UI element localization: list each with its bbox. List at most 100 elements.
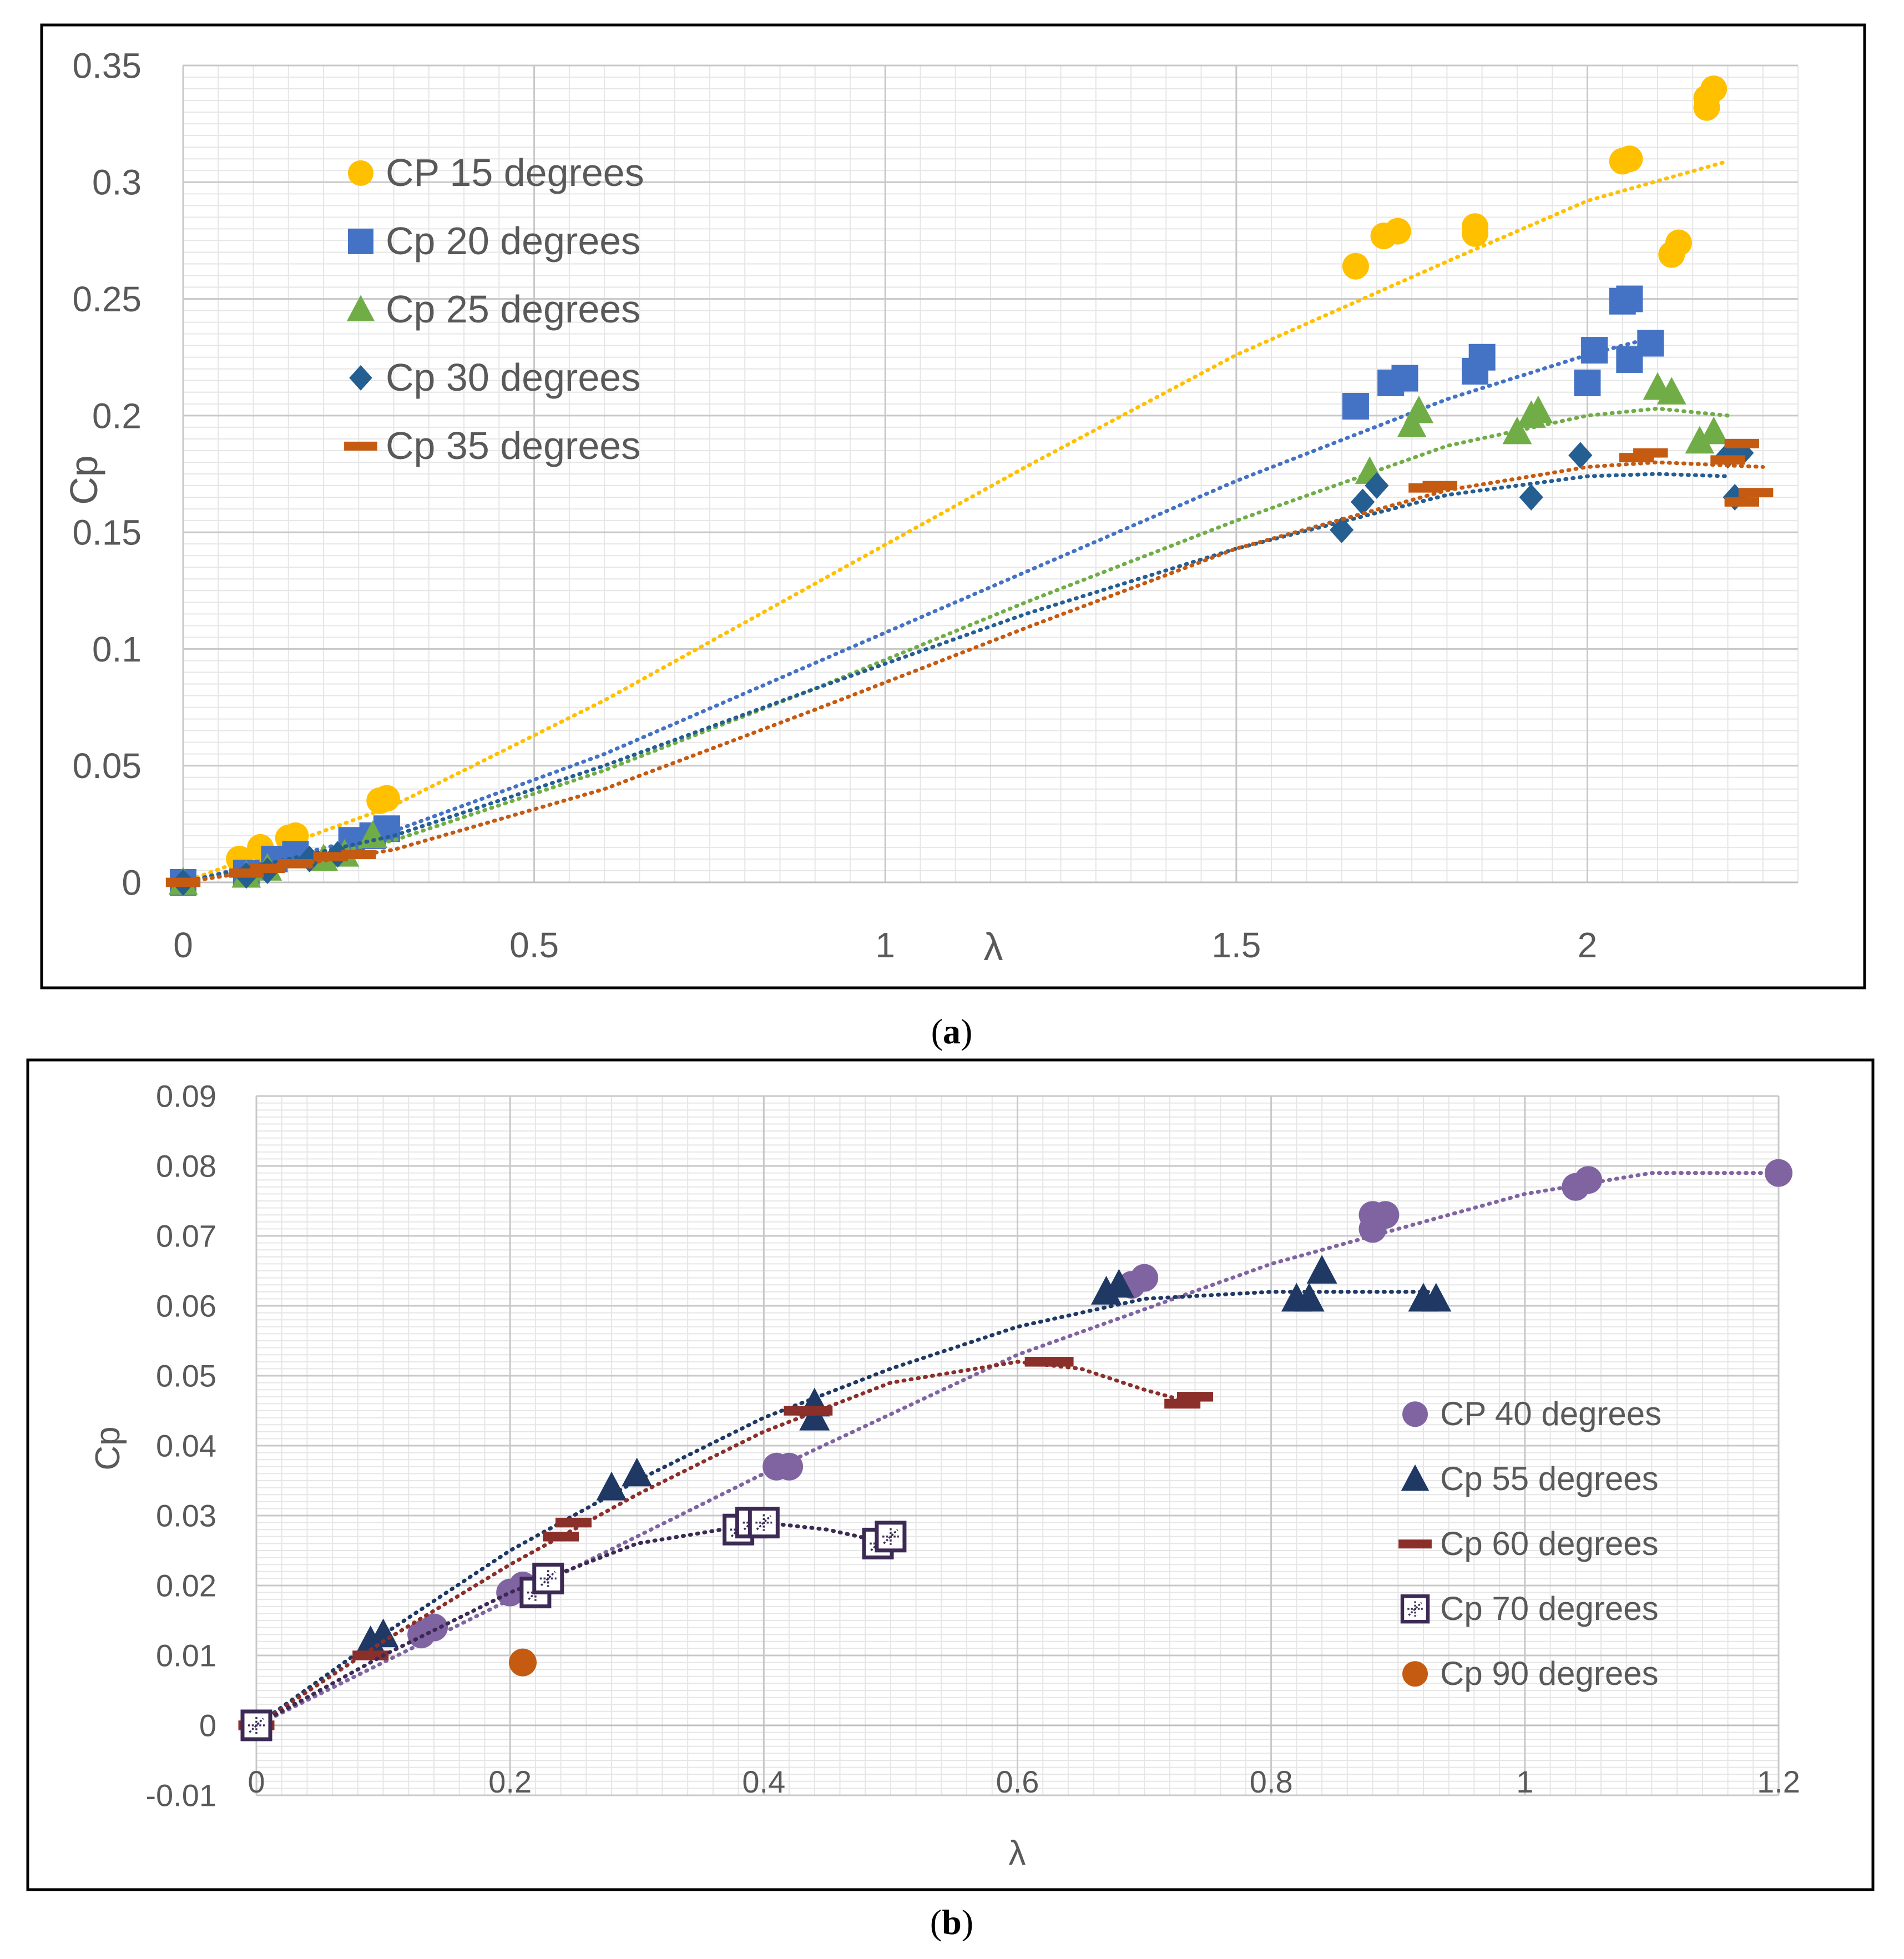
trendline-cp-70-degrees (254, 1521, 893, 1728)
y-tick-label: 0.09 (156, 1079, 216, 1114)
x-axis-title-b: λ (1009, 1834, 1026, 1872)
data-point (509, 1648, 537, 1677)
panel-b: 0 0.2 0.4 0.6 0.8 1 1.2 -0.01 0 0.01 0.02 0.03 0.04 0… (26, 1058, 1875, 1942)
data-point (1404, 395, 1434, 423)
data-point (1130, 1264, 1159, 1292)
y-tick-label: 0.03 (156, 1498, 216, 1533)
trendline-cp-35-degrees (181, 460, 1765, 885)
data-point (1665, 229, 1692, 256)
trendline-cp-30-degrees (181, 472, 1730, 885)
data-point (1037, 1357, 1074, 1367)
data-point (373, 785, 400, 812)
y-tick-label: 0 (199, 1708, 216, 1743)
data-point (1616, 145, 1643, 173)
legend-marker (346, 295, 375, 322)
data-point (341, 850, 376, 859)
x-tick-label: 2 (1578, 925, 1598, 965)
y-tick-label: 0.3 (92, 163, 142, 203)
data-point (165, 877, 201, 887)
data-point (250, 864, 285, 874)
data-point (1616, 285, 1643, 312)
legend-label: Cp 60 degrees (1440, 1525, 1659, 1562)
x-tick-label: 0.8 (1250, 1764, 1293, 1799)
plot-area-a: 0 0.5 1 1.5 2 0 0.05 0.1 0.15 0.2 0.25 0.3 0.35 (72, 46, 1799, 965)
legend-item-cp-25-degrees: Cp 25 degrees (346, 287, 640, 331)
y-tick-label: 0.06 (156, 1289, 216, 1324)
data-point (596, 1471, 627, 1501)
series-cp-70-degrees (240, 1507, 907, 1741)
data-point (796, 1406, 833, 1416)
legend-label: CP 40 degrees (1440, 1395, 1661, 1432)
legend-item-cp-70-degrees: Cp 70 degrees (1400, 1590, 1659, 1627)
data-point (1306, 1255, 1337, 1284)
y-tick-label: 0.02 (156, 1568, 216, 1603)
legend-item-cp-15-degrees: CP 15 degrees (348, 151, 644, 194)
panel-b-frame (26, 1058, 1875, 1891)
data-point (1710, 455, 1745, 465)
data-point (1523, 395, 1553, 423)
data-point (1103, 1269, 1134, 1298)
x-tick-label: 1.5 (1211, 925, 1261, 965)
y-axis-title-a: Cp (62, 455, 105, 504)
x-tick-label: 1.2 (1757, 1764, 1800, 1799)
data-point (1502, 416, 1532, 445)
y-tick-label: 0.35 (72, 46, 142, 85)
trendline-cp-15-degrees (181, 159, 1730, 885)
caption-b-label: b (942, 1902, 962, 1942)
data-point (532, 1562, 564, 1594)
data-point (775, 1452, 804, 1481)
data-point (352, 1650, 389, 1660)
data-point (1519, 484, 1543, 511)
data-point (1177, 1392, 1214, 1402)
data-point (1656, 377, 1686, 405)
trendline-cp-25-degrees (181, 406, 1730, 885)
data-point (313, 852, 348, 862)
data-point (240, 1709, 272, 1741)
x-tick-label: 0.4 (742, 1764, 785, 1799)
data-point (1568, 442, 1593, 469)
y-tick-label: 0.15 (72, 513, 142, 553)
legend-marker (1401, 1464, 1430, 1491)
y-tick-label: -0.01 (145, 1778, 216, 1813)
data-point (1462, 213, 1488, 240)
y-tick-label: 0 (122, 862, 142, 902)
legend-a: CP 15 degrees Cp 20 degrees Cp 25 degrees C… (344, 151, 644, 467)
data-point (1397, 410, 1427, 437)
data-point (420, 1613, 448, 1642)
data-point (1574, 1166, 1603, 1194)
series-cp-35-degrees (165, 438, 1774, 887)
data-point (1765, 1159, 1792, 1187)
plot-area-b: 0 0.2 0.4 0.6 0.8 1 1.2 -0.01 0 0.01 0.02 0.03 0.04 0… (145, 1079, 1800, 1813)
x-tick-label: 0.2 (488, 1764, 532, 1799)
x-tick-label: 0 (173, 925, 193, 965)
legend-marker (1400, 1594, 1430, 1624)
legend-item-cp-35-degrees: Cp 35 degrees (344, 424, 640, 467)
series-cp-90-degrees (509, 1648, 537, 1677)
y-tick-label: 0.04 (156, 1428, 216, 1463)
data-point (1699, 416, 1729, 445)
data-point (1421, 1283, 1452, 1312)
data-point (1342, 253, 1369, 280)
legend-item-cp-20-degrees: Cp 20 degrees (348, 219, 640, 262)
data-point (875, 1521, 907, 1553)
legend-marker (1402, 1401, 1428, 1427)
panel-a: 0 0.5 1 1.5 2 0 0.05 0.1 0.15 0.2 0.25 0.3 0.35 Cp λ… (40, 23, 1866, 1051)
legend-label: Cp 70 degrees (1440, 1590, 1659, 1627)
legend-marker (1402, 1661, 1428, 1687)
legend-marker (344, 441, 377, 451)
data-point (1700, 75, 1728, 103)
series-cp-55-degrees (241, 1255, 1452, 1738)
data-point (1637, 330, 1664, 357)
data-point (1685, 426, 1715, 454)
trendline-cp-20-degrees (181, 334, 1660, 885)
data-point (1294, 1283, 1325, 1312)
y-tick-label: 0.1 (92, 629, 142, 669)
y-tick-label: 0.01 (156, 1638, 216, 1673)
legend-label: Cp 35 degrees (386, 424, 640, 467)
legend-item-cp-90-degrees: Cp 90 degrees (1402, 1655, 1659, 1692)
data-point (1633, 448, 1668, 458)
x-tick-label: 1 (875, 925, 895, 965)
y-tick-label: 0.2 (92, 396, 142, 436)
series-cp-60-degrees (238, 1357, 1214, 1730)
